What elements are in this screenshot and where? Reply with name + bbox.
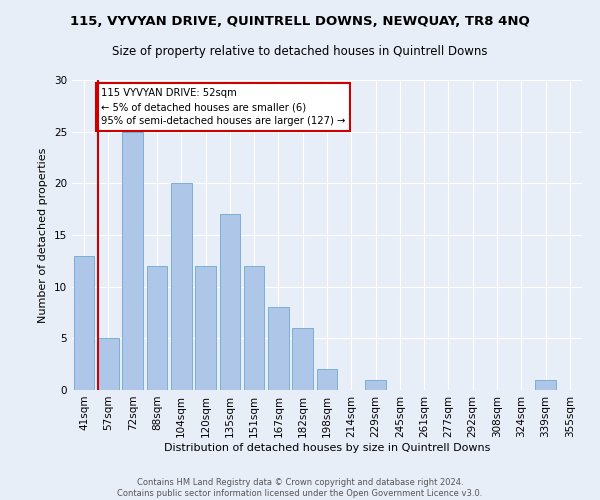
Text: Contains HM Land Registry data © Crown copyright and database right 2024.
Contai: Contains HM Land Registry data © Crown c… xyxy=(118,478,482,498)
Text: Size of property relative to detached houses in Quintrell Downs: Size of property relative to detached ho… xyxy=(112,45,488,58)
Bar xyxy=(220,214,240,390)
Text: 115 VYVYAN DRIVE: 52sqm
← 5% of detached houses are smaller (6)
95% of semi-deta: 115 VYVYAN DRIVE: 52sqm ← 5% of detached… xyxy=(101,88,346,126)
Bar xyxy=(146,266,167,390)
Bar xyxy=(74,256,94,390)
Bar xyxy=(195,266,216,390)
Bar xyxy=(122,132,143,390)
Bar xyxy=(268,308,289,390)
Bar xyxy=(244,266,265,390)
Bar xyxy=(98,338,119,390)
Y-axis label: Number of detached properties: Number of detached properties xyxy=(38,148,49,322)
Bar xyxy=(535,380,556,390)
X-axis label: Distribution of detached houses by size in Quintrell Downs: Distribution of detached houses by size … xyxy=(164,442,490,452)
Bar xyxy=(317,370,337,390)
Bar xyxy=(171,184,191,390)
Text: 115, VYVYAN DRIVE, QUINTRELL DOWNS, NEWQUAY, TR8 4NQ: 115, VYVYAN DRIVE, QUINTRELL DOWNS, NEWQ… xyxy=(70,15,530,28)
Bar xyxy=(292,328,313,390)
Bar xyxy=(365,380,386,390)
